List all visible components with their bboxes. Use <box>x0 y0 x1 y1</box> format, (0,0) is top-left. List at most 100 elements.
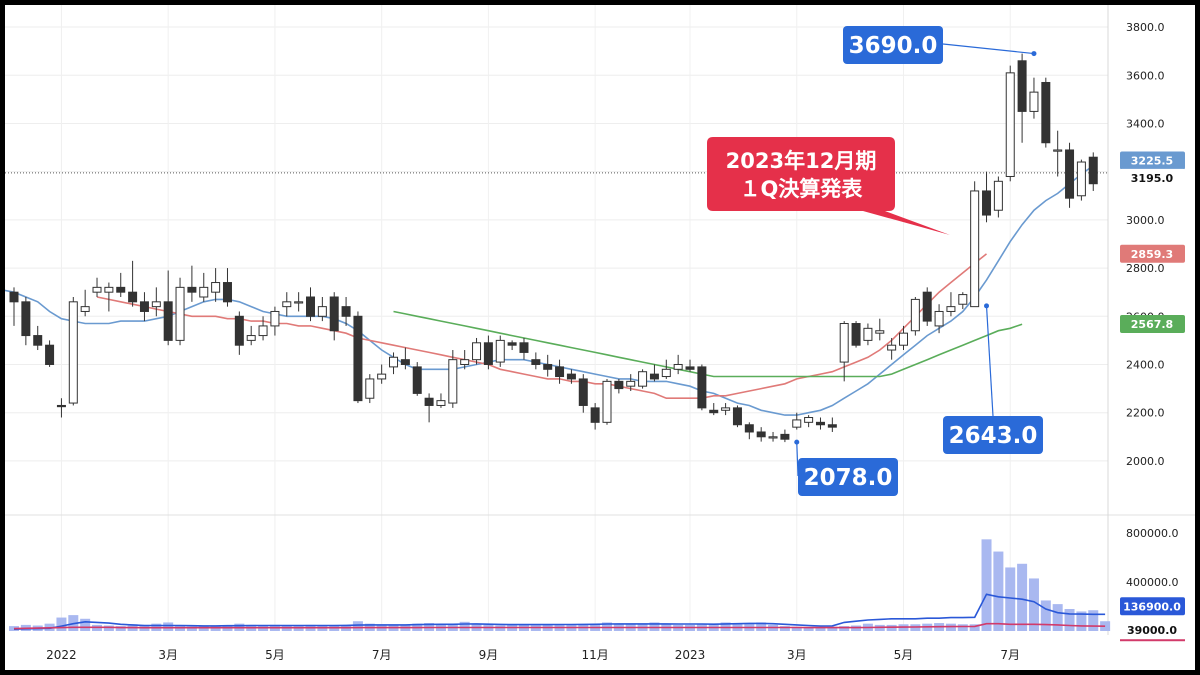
candle-body-up <box>436 400 446 406</box>
volume-bar <box>839 626 850 631</box>
volume-bar <box>103 625 114 631</box>
candle-body-up <box>910 298 920 332</box>
time-tick-label: 3月 <box>158 648 178 662</box>
ma3-value-tag: 2567.8 <box>1120 315 1185 334</box>
candle-body-down <box>306 296 315 317</box>
candle <box>626 374 636 391</box>
candle <box>934 304 944 334</box>
candle-body-up <box>68 301 78 404</box>
price-tick-label: 2000.0 <box>1126 455 1165 468</box>
candle <box>982 171 992 223</box>
candle <box>756 427 766 442</box>
candle <box>1029 77 1039 119</box>
ma3-value-tag-bg <box>1120 315 1185 334</box>
candle <box>21 297 31 346</box>
volume-bar <box>1100 621 1111 631</box>
candle-body-up <box>661 368 671 378</box>
candle-body-down <box>744 424 754 433</box>
candle-body-up <box>92 286 102 293</box>
candle <box>139 292 149 322</box>
candle-body-down <box>614 380 624 390</box>
candle-body-down <box>780 433 790 440</box>
ma2-value-tag-bg <box>1120 244 1185 263</box>
candle-body-up <box>792 419 802 428</box>
candle <box>341 297 351 326</box>
volume-bar <box>1064 609 1075 631</box>
candle <box>721 403 731 416</box>
candle-body-down <box>56 404 66 408</box>
candle-body-up <box>389 356 399 368</box>
price-tick-label: 3600.0 <box>1126 69 1165 82</box>
candle-body-down <box>341 306 351 317</box>
time-tick-label: 5月 <box>894 648 914 662</box>
candle <box>222 268 232 307</box>
candle <box>270 306 280 336</box>
price-tick-label: 2400.0 <box>1126 358 1165 371</box>
candle <box>875 318 885 341</box>
candle <box>1005 65 1015 182</box>
candle <box>578 374 588 413</box>
candle-body-down <box>531 359 541 365</box>
candle <box>1041 77 1051 148</box>
candle-body-up <box>460 359 470 365</box>
candle-body-up <box>1005 72 1015 177</box>
candle-body-up <box>934 310 944 327</box>
candle <box>649 364 659 382</box>
candle-body-down <box>483 342 493 365</box>
annotation-low-1: 2078.0 <box>794 439 898 496</box>
candle <box>353 311 363 404</box>
candle-body-up <box>887 344 897 351</box>
candle <box>234 311 244 355</box>
candle <box>519 337 529 360</box>
volume-bar <box>80 618 91 631</box>
candle <box>709 403 719 416</box>
candle-body-down <box>578 378 588 406</box>
candle-body-down <box>815 421 825 426</box>
candle-body-down <box>507 342 517 346</box>
candle-body-up <box>863 327 873 341</box>
volume-tick-label: 800000.0 <box>1126 527 1179 540</box>
candle-body-down <box>400 359 410 365</box>
candle-body-down <box>128 291 138 303</box>
candle <box>151 287 161 317</box>
time-tick-label: 2023 <box>675 648 706 662</box>
candle-body-down <box>649 373 659 380</box>
candle <box>958 292 968 310</box>
candle-body-down <box>187 286 197 293</box>
candle-body-up <box>1053 149 1063 152</box>
candle <box>555 359 565 384</box>
candle <box>673 354 683 375</box>
candle <box>163 270 173 346</box>
candle-body-down <box>709 409 719 414</box>
candle-body-up <box>365 378 375 399</box>
candle-body-up <box>199 286 209 298</box>
candle <box>211 268 221 302</box>
candlesticks <box>9 53 1098 443</box>
candle-body-down <box>756 431 766 438</box>
volume-bar <box>779 626 790 631</box>
candle-body-down <box>234 315 244 346</box>
volume-bar <box>1005 567 1016 631</box>
candle <box>638 369 648 389</box>
price-tick-label: 3800.0 <box>1126 21 1165 34</box>
ma1-value-tag-bg <box>1120 151 1185 170</box>
candle <box>187 265 197 302</box>
annotation-low-2-text: 2643.0 <box>949 423 1038 449</box>
volume-bar <box>791 626 802 631</box>
candle-body-down <box>732 407 742 426</box>
candle <box>899 325 908 351</box>
candle <box>306 287 315 322</box>
candle-body-down <box>9 291 19 303</box>
volume-bar <box>56 617 67 631</box>
candle <box>946 292 956 317</box>
candle-body-down <box>982 190 992 216</box>
candle <box>697 364 707 411</box>
annotation-high-box <box>843 26 943 64</box>
candle-body-up <box>768 436 778 439</box>
candle-body-down <box>329 296 339 332</box>
candle-body-down <box>555 366 565 378</box>
candle <box>1076 159 1086 201</box>
annotations: 3690.0 2078.0 2643.0 2023年12月期 １Q決算発表 <box>707 26 1043 496</box>
stock-chart: 3690.0 2078.0 2643.0 2023年12月期 １Q決算発表 2000.0… <box>5 5 1195 662</box>
annotation-high-point <box>1031 51 1037 57</box>
